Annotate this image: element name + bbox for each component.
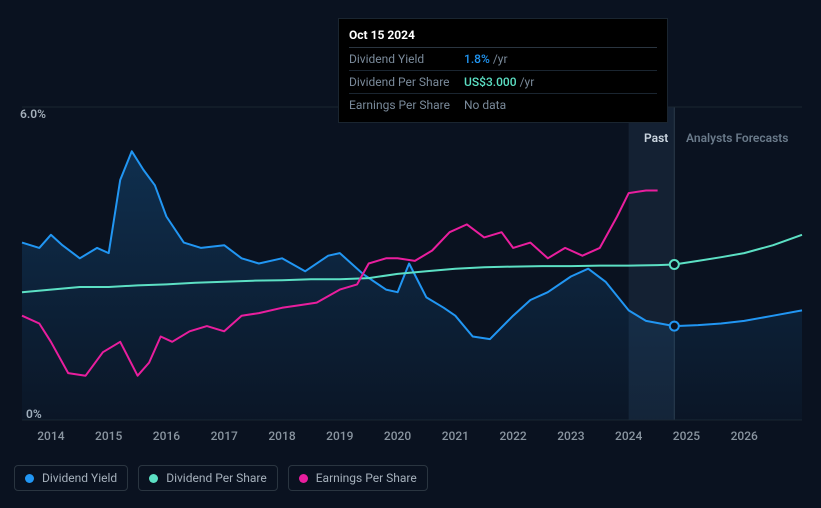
tooltip-row: Earnings Per ShareNo data — [349, 94, 657, 116]
legend-label: Earnings Per Share — [316, 471, 417, 485]
marker-div-yield — [670, 322, 679, 331]
tooltip-row-label: Earnings Per Share — [349, 98, 464, 112]
line-chart — [22, 107, 802, 420]
marker-dps — [670, 260, 679, 269]
x-axis-tick: 2016 — [153, 429, 180, 443]
x-axis-tick: 2018 — [268, 429, 295, 443]
x-axis-tick: 2025 — [673, 429, 700, 443]
tooltip-row: Dividend Per ShareUS$3.000/yr — [349, 71, 657, 94]
tooltip-row-unit: /yr — [493, 52, 508, 66]
tooltip-row: Dividend Yield1.8%/yr — [349, 48, 657, 71]
legend-label: Dividend Yield — [42, 471, 117, 485]
x-axis-tick: 2017 — [211, 429, 238, 443]
legend-item[interactable]: Dividend Per Share — [138, 465, 278, 491]
x-axis-tick: 2023 — [557, 429, 584, 443]
tooltip-row-nodata: No data — [464, 98, 506, 112]
x-axis-tick: 2024 — [615, 429, 642, 443]
x-axis-tick: 2014 — [37, 429, 64, 443]
legend-dot-icon — [299, 474, 308, 483]
legend-label: Dividend Per Share — [166, 471, 267, 485]
tooltip-row-value: 1.8% — [464, 52, 490, 66]
x-axis-tick: 2021 — [442, 429, 469, 443]
legend-dot-icon — [149, 474, 158, 483]
legend-item[interactable]: Earnings Per Share — [288, 465, 428, 491]
legend-dot-icon — [25, 474, 34, 483]
x-axis-tick: 2015 — [95, 429, 122, 443]
chart-tooltip: Oct 15 2024 Dividend Yield1.8%/yrDividen… — [338, 18, 668, 123]
legend-item[interactable]: Dividend Yield — [14, 465, 128, 491]
x-axis-tick: 2019 — [326, 429, 353, 443]
x-axis-tick: 2020 — [384, 429, 411, 443]
x-axis-tick: 2026 — [731, 429, 758, 443]
tooltip-row-unit: /yr — [520, 75, 535, 89]
tooltip-row-value: US$3.000 — [464, 75, 517, 89]
tooltip-row-label: Dividend Per Share — [349, 75, 464, 89]
chart-legend: Dividend Yield Dividend Per Share Earnings… — [14, 465, 428, 491]
x-axis: 2014 2015 2016 2017 2018 2019 2020 2021 2022 2023… — [22, 429, 802, 445]
tooltip-date: Oct 15 2024 — [349, 25, 657, 48]
tooltip-row-label: Dividend Yield — [349, 52, 464, 66]
x-axis-tick: 2022 — [499, 429, 526, 443]
